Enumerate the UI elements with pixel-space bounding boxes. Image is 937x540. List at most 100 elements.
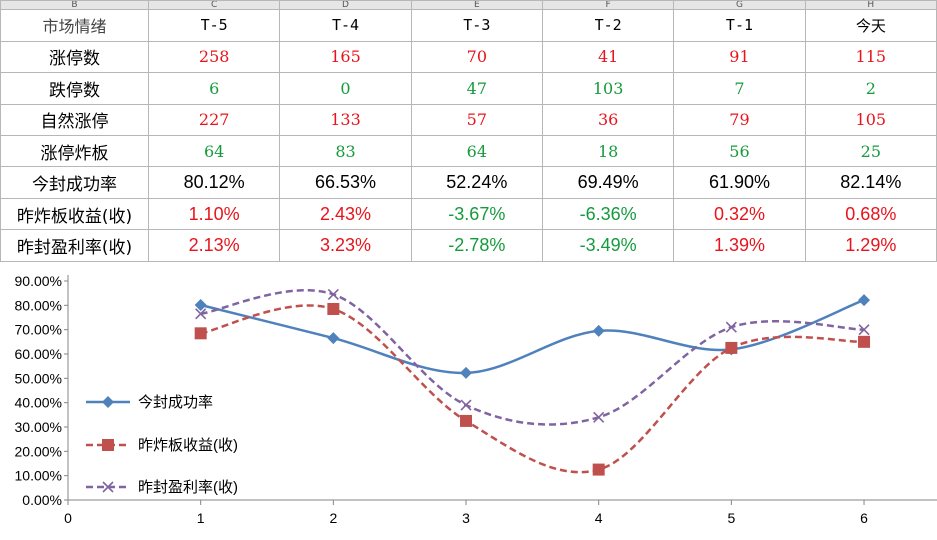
table-cell[interactable]: 52.24% [410,166,543,199]
column-header[interactable]: F [541,0,675,11]
row-label[interactable]: 市场情绪 [0,9,149,42]
sentiment-table: B C D E F G H 市场情绪 T-5 T-4 T-3 T-2 T-1 今天 涨停数 258 165 70 4… [0,0,937,262]
x-tick-label: 2 [329,510,337,526]
legend-marker [102,396,114,408]
table-cell[interactable]: 258 [147,40,281,74]
table-cell[interactable]: 0.32% [673,197,806,231]
table-cell[interactable]: 103 [541,72,675,105]
column-header[interactable]: E [410,0,543,11]
series-line [200,298,865,375]
legend-marker [102,439,114,451]
table-cell[interactable]: 1.29% [804,229,937,262]
data-point [593,411,605,423]
table-cell[interactable]: 61.90% [673,166,806,199]
table-cell[interactable]: -6.36% [541,197,675,231]
table-cell[interactable]: 1.39% [673,229,806,262]
table-cell[interactable]: 18 [541,134,675,168]
period-cell[interactable]: T-2 [541,9,675,42]
table-cell[interactable]: 0 [279,72,412,105]
column-header[interactable]: H [804,0,937,11]
table-row: 昨封盈利率(收) 2.13% 3.23% -2.78% -3.49% 1.39% 1.29% [0,229,937,262]
column-header[interactable]: B [0,0,149,11]
data-point [460,414,473,427]
column-header[interactable]: C [147,0,281,11]
row-label[interactable]: 跌停数 [0,72,149,105]
data-point [592,324,605,337]
table-cell[interactable]: 1.10% [147,197,281,231]
table-cell[interactable]: 133 [279,103,412,137]
row-label[interactable]: 涨停炸板 [0,134,149,168]
data-point [194,299,207,312]
row-label[interactable]: 昨封盈利率(收) [0,229,149,262]
table-cell[interactable]: 56 [673,134,806,168]
legend-label: 昨炸板收益(收) [138,436,238,454]
row-label[interactable]: 昨炸板收益(收) [0,197,149,231]
table-cell[interactable]: 83 [279,134,412,168]
table-cell[interactable]: 91 [673,40,806,74]
x-tick-label: 4 [595,510,603,526]
table-cell[interactable]: 165 [279,40,412,74]
y-tick-label: 60.00% [15,346,62,362]
table-cell[interactable]: 25 [804,134,937,168]
y-tick-label: 0.00% [22,492,62,508]
table-cell[interactable]: -3.67% [410,197,543,231]
table-cell[interactable]: -2.78% [410,229,543,262]
table-cell[interactable]: 66.53% [279,166,412,199]
table-cell[interactable]: 70 [410,40,543,74]
table-cell[interactable]: 2 [804,72,937,105]
table-cell[interactable]: 115 [804,40,937,74]
data-point [460,399,472,411]
period-cell[interactable]: 今天 [804,9,937,42]
period-cell[interactable]: T-4 [279,9,412,42]
data-point [194,327,207,340]
data-point [592,463,605,476]
table-row: 自然涨停 227 133 57 36 79 105 [0,103,937,137]
period-cell[interactable]: T-1 [673,9,806,42]
series-line [200,304,865,474]
table-cell[interactable]: 64 [410,134,543,168]
y-tick-label: 10.00% [15,468,62,484]
data-point [460,366,473,379]
x-tick-label: 5 [727,510,735,526]
table-cell[interactable]: 3.23% [279,229,412,262]
table-cell[interactable]: 2.13% [147,229,281,262]
table-row: 昨炸板收益(收) 1.10% 2.43% -3.67% -6.36% 0.32% 0.68% [0,197,937,231]
y-tick-label: 40.00% [15,395,62,411]
table-cell[interactable]: 79 [673,103,806,137]
legend-label: 昨封盈利率(收) [138,479,238,496]
y-tick-label: 90.00% [15,273,62,289]
row-label[interactable]: 今封成功率 [0,166,149,199]
table-cell[interactable]: 227 [147,103,281,137]
y-tick-label: 80.00% [15,297,62,313]
data-point [858,324,870,336]
row-label[interactable]: 涨停数 [0,40,149,74]
x-tick-label: 1 [197,510,205,526]
table-cell[interactable]: 57 [410,103,543,137]
data-point [327,288,339,300]
row-label[interactable]: 自然涨停 [0,103,149,137]
data-point [858,294,871,307]
table-cell[interactable]: 69.49% [541,166,675,199]
table-cell[interactable]: 105 [804,103,937,137]
x-tick-label: 6 [860,510,868,526]
data-point [725,321,737,333]
table-cell[interactable]: 0.68% [804,197,937,231]
table-cell[interactable]: 6 [147,72,281,105]
table-cell[interactable]: 41 [541,40,675,74]
period-cell[interactable]: T-5 [147,9,281,42]
y-tick-label: 50.00% [15,370,62,386]
table-cell[interactable]: 7 [673,72,806,105]
column-header[interactable]: G [673,0,806,11]
table-row: 今封成功率 80.12% 66.53% 52.24% 69.49% 61.90% 82.14… [0,166,937,199]
table-cell[interactable]: 2.43% [279,197,412,231]
table-cell[interactable]: 64 [147,134,281,168]
period-cell[interactable]: T-3 [410,9,543,42]
table-cell[interactable]: 47 [410,72,543,105]
table-cell[interactable]: -3.49% [541,229,675,262]
data-point [327,332,340,345]
column-header[interactable]: D [279,0,412,11]
table-cell[interactable]: 80.12% [147,166,281,199]
table-cell[interactable]: 82.14% [804,166,937,199]
table-cell[interactable]: 36 [541,103,675,137]
